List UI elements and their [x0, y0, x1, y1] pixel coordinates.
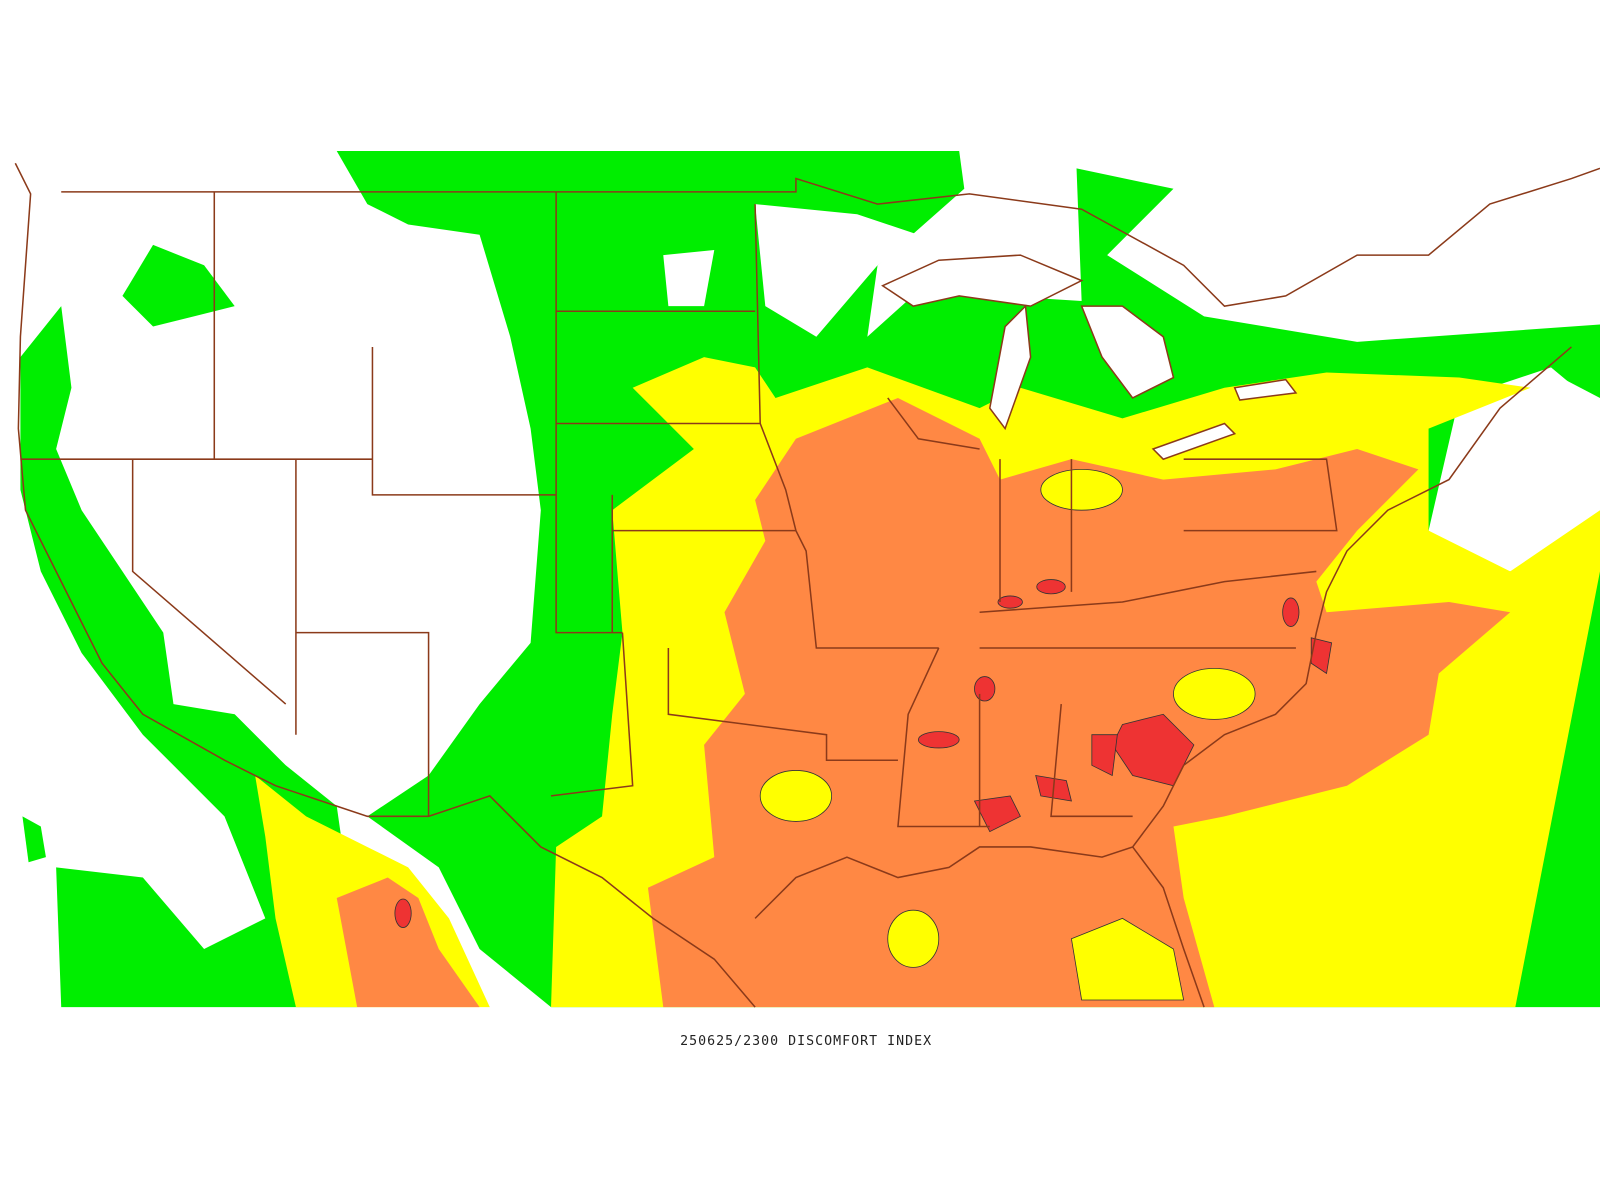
red-zone — [394, 898, 412, 928]
map — [0, 151, 1600, 1008]
red-zone — [997, 595, 1023, 609]
yellow-zone — [1173, 667, 1256, 720]
red-zone — [1091, 734, 1118, 777]
yellow-zone — [887, 909, 940, 968]
border — [14, 162, 756, 1008]
white-zone — [663, 250, 715, 307]
red-zone — [973, 795, 1021, 833]
map-caption: 250625/2300 DISCOMFORT INDEX — [680, 1034, 932, 1049]
lake — [881, 254, 1084, 307]
orange-zone — [647, 397, 1511, 1008]
lake — [1080, 305, 1175, 399]
red-zone — [917, 731, 960, 749]
white-zone — [1214, 151, 1600, 327]
yellow-zone — [1040, 468, 1123, 511]
border — [1132, 846, 1205, 1008]
yellow-zone — [1070, 917, 1185, 1001]
border — [61, 167, 1600, 307]
border — [754, 346, 1572, 919]
border — [20, 191, 1338, 828]
green-zone — [122, 244, 235, 327]
lake — [1151, 422, 1237, 461]
white-zone — [755, 204, 919, 337]
lake — [988, 304, 1032, 431]
lake — [1233, 378, 1298, 401]
orange-zone — [336, 877, 480, 1008]
white-zone — [1448, 372, 1600, 531]
red-zone — [1036, 579, 1066, 595]
red-zone — [1282, 597, 1300, 627]
red-zone — [974, 676, 996, 702]
yellow-zone — [759, 770, 833, 822]
boundaries — [14, 162, 1600, 1008]
green-zone — [22, 816, 46, 863]
